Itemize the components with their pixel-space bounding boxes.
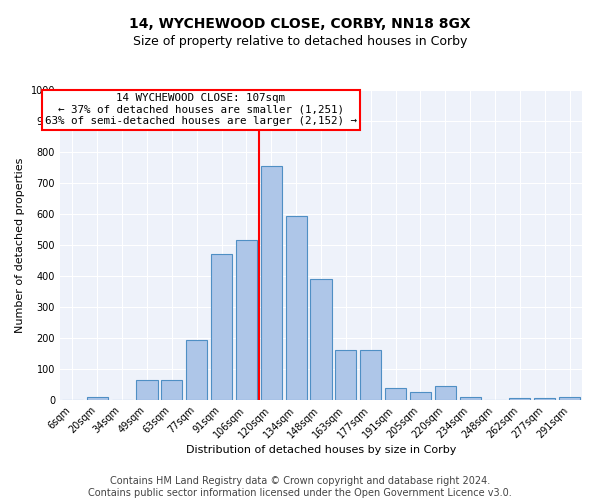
Bar	[161, 380, 182, 400]
Text: 14, WYCHEWOOD CLOSE, CORBY, NN18 8GX: 14, WYCHEWOOD CLOSE, CORBY, NN18 8GX	[129, 18, 471, 32]
Bar	[186, 340, 207, 400]
Bar	[87, 397, 108, 400]
Bar	[136, 380, 158, 400]
Bar	[559, 397, 580, 400]
Bar	[435, 386, 456, 400]
Y-axis label: Number of detached properties: Number of detached properties	[15, 158, 25, 332]
Bar	[410, 392, 431, 400]
Bar	[534, 398, 555, 400]
Bar	[509, 398, 530, 400]
X-axis label: Distribution of detached houses by size in Corby: Distribution of detached houses by size …	[186, 446, 456, 456]
Bar	[360, 350, 381, 400]
Text: Size of property relative to detached houses in Corby: Size of property relative to detached ho…	[133, 35, 467, 48]
Bar	[385, 388, 406, 400]
Bar	[286, 216, 307, 400]
Bar	[211, 254, 232, 400]
Bar	[335, 350, 356, 400]
Bar	[310, 279, 332, 400]
Bar	[236, 240, 257, 400]
Text: Contains HM Land Registry data © Crown copyright and database right 2024.
Contai: Contains HM Land Registry data © Crown c…	[88, 476, 512, 498]
Bar	[460, 397, 481, 400]
Bar	[261, 166, 282, 400]
Text: 14 WYCHEWOOD CLOSE: 107sqm
← 37% of detached houses are smaller (1,251)
63% of s: 14 WYCHEWOOD CLOSE: 107sqm ← 37% of deta…	[45, 93, 357, 126]
